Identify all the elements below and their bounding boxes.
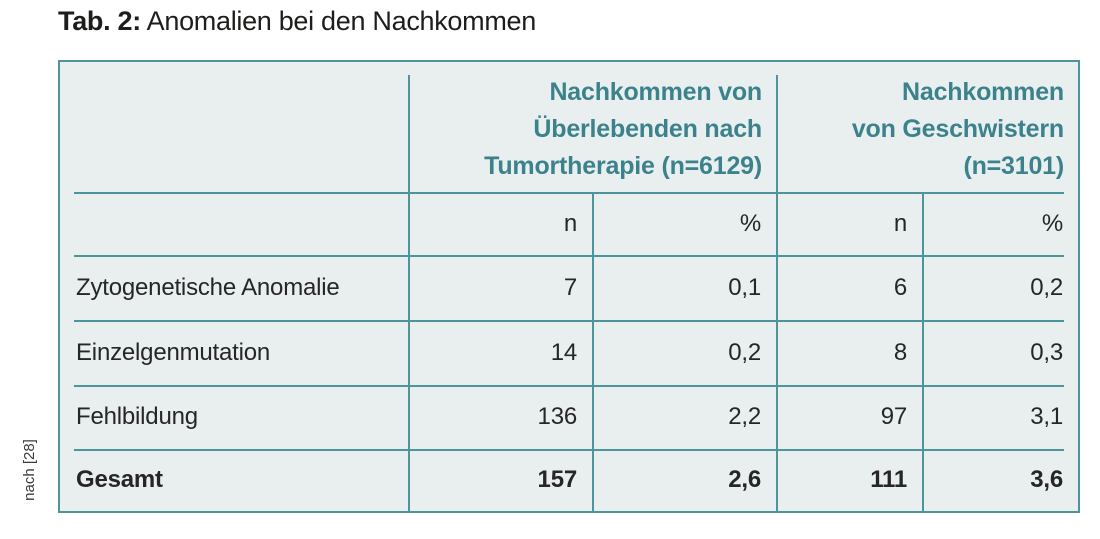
subheader-empty-cell <box>60 192 408 255</box>
data-cell: 97 <box>880 403 907 430</box>
header-empty-cell <box>60 62 408 192</box>
anomalies-table: Nachkommen von Überlebenden nach Tumorth… <box>58 60 1080 513</box>
table-divider <box>922 192 924 511</box>
data-cell: 0,3 <box>1030 338 1063 366</box>
table-divider <box>592 192 594 511</box>
table-divider <box>74 192 1064 194</box>
row-label: Fehlbildung <box>76 403 198 430</box>
subheader-pct-siblings: % <box>1041 209 1063 237</box>
data-cell: 0,2 <box>728 338 761 366</box>
data-cell: 2,2 <box>728 403 761 430</box>
table-grid: Nachkommen von Überlebenden nach Tumorth… <box>60 62 1078 511</box>
row-label: Zytogenetische Anomalie <box>76 273 340 301</box>
table-divider <box>74 385 1064 387</box>
table-divider <box>776 75 778 511</box>
table-divider <box>74 449 1064 451</box>
data-cell: 136 <box>537 403 578 430</box>
subheader-n-survivors: n <box>563 209 577 237</box>
data-cell: 0,2 <box>1030 273 1063 301</box>
data-cell-total: 157 <box>537 466 578 493</box>
data-cell-total: 2,6 <box>728 466 761 493</box>
table-caption: Tab. 2: Anomalien bei den Nachkommen <box>58 6 536 37</box>
data-cell-total: 111 <box>870 466 907 493</box>
group-header-siblings: Nachkommen von Geschwistern (n=3101) <box>851 78 1064 180</box>
table-divider <box>74 255 1064 257</box>
row-label: Einzelgenmutation <box>76 338 271 366</box>
caption-text: Anomalien bei den Nachkommen <box>146 6 537 36</box>
group-header-survivors: Nachkommen von Überlebenden nach Tumorth… <box>484 78 762 180</box>
table-divider <box>408 75 410 511</box>
source-note: nach [28] <box>21 439 38 501</box>
data-cell: 14 <box>550 338 577 366</box>
data-cell: 6 <box>893 273 907 301</box>
data-cell-total: 3,6 <box>1030 466 1063 493</box>
data-cell: 8 <box>893 338 907 366</box>
subheader-pct-survivors: % <box>739 209 761 237</box>
table-divider <box>74 320 1064 322</box>
data-cell: 0,1 <box>728 273 761 301</box>
data-cell: 7 <box>563 273 577 301</box>
row-label-total: Gesamt <box>76 466 163 493</box>
caption-prefix: Tab. 2: <box>58 6 141 36</box>
data-cell: 3,1 <box>1030 403 1063 430</box>
subheader-n-siblings: n <box>893 209 907 237</box>
